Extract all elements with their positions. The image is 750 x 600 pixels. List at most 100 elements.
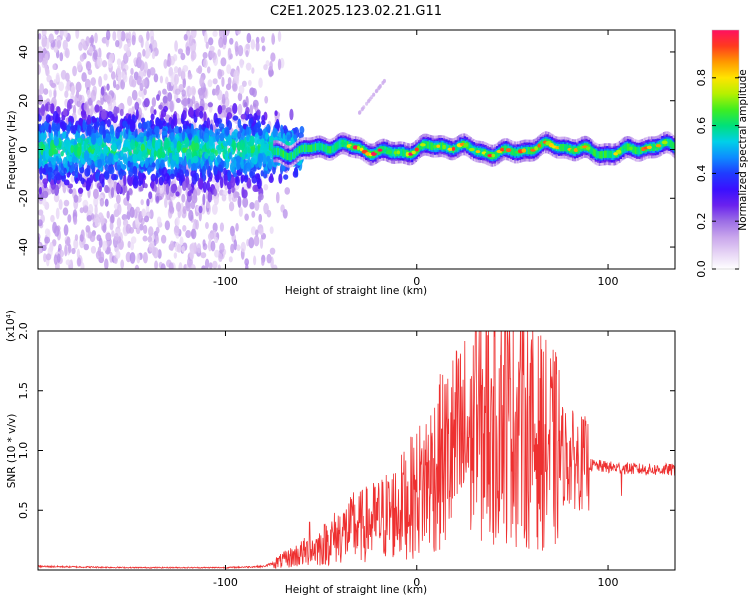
heatmap-cell <box>408 160 411 163</box>
heatmap-cell <box>229 225 236 237</box>
heatmap-cell <box>425 141 428 149</box>
heatmap-cell <box>404 159 407 162</box>
heatmap-cell <box>383 156 386 158</box>
heatmap-cell <box>422 151 425 154</box>
heatmap-cell <box>537 143 541 148</box>
heatmap-cell <box>228 201 235 212</box>
heatmap-cell <box>80 110 87 116</box>
heatmap-cell <box>169 240 175 252</box>
heatmap-cell <box>76 61 82 72</box>
heatmap-cell <box>59 52 64 62</box>
heatmap-cell <box>358 154 361 156</box>
heatmap-cell <box>606 145 609 148</box>
heatmap-cell <box>297 146 300 155</box>
heatmap-cell <box>160 159 165 168</box>
heatmap-cell <box>134 101 140 111</box>
heatmap-cell <box>150 113 155 121</box>
heatmap-cell <box>190 123 194 136</box>
heatmap-cell <box>585 153 588 156</box>
heatmap-cell <box>394 159 398 161</box>
heatmap-cell <box>255 41 260 52</box>
heatmap-cell <box>484 144 487 147</box>
heatmap-cell <box>254 122 261 133</box>
heatmap-cell <box>236 158 240 171</box>
heatmap-cell <box>258 153 264 164</box>
heatmap-cell <box>229 37 234 45</box>
heatmap-cell <box>62 108 68 118</box>
heatmap-cell <box>83 243 89 251</box>
heatmap-cell <box>442 144 447 150</box>
heatmap-cell <box>537 143 539 152</box>
heatmap-cell <box>548 149 551 152</box>
heatmap-cell <box>275 157 278 160</box>
heatmap-cell <box>277 58 282 71</box>
heatmap-cell <box>654 153 657 156</box>
heatmap-cell <box>163 140 169 150</box>
heatmap-cell <box>396 150 401 155</box>
snr-x-ticks: -100 0 100 <box>213 331 619 589</box>
heatmap-cell <box>601 146 604 149</box>
heatmap-cell <box>431 152 434 155</box>
heatmap-cell <box>590 146 593 154</box>
heatmap-cell <box>183 33 188 41</box>
heatmap-cell <box>206 66 211 74</box>
heatmap-cell <box>491 147 494 150</box>
heatmap-cell <box>260 170 264 177</box>
heatmap-cell <box>635 142 639 145</box>
heatmap-cell <box>56 40 62 49</box>
x-tick-label: 100 <box>598 576 619 589</box>
heatmap-cell <box>495 146 499 148</box>
heatmap-cell <box>253 112 258 121</box>
heatmap-cell <box>212 260 218 269</box>
heatmap-cell <box>138 172 143 182</box>
heatmap-cell <box>346 136 349 139</box>
heatmap-cell <box>227 170 232 182</box>
heatmap-cell <box>314 139 317 141</box>
heatmap-cell <box>151 97 157 108</box>
heatmap-cell <box>38 131 42 142</box>
heatmap-cell <box>209 129 213 136</box>
heatmap-cell <box>293 167 298 176</box>
heatmap-cell <box>187 190 192 197</box>
spectrogram-panel: -100 0 100 -40 -20 0 20 40 Height of straight … <box>6 29 676 297</box>
heatmap-cell <box>65 259 71 266</box>
heatmap-cell <box>102 223 107 234</box>
heatmap-cell <box>245 106 250 115</box>
heatmap-cell <box>62 130 67 139</box>
heatmap-cell <box>567 140 570 142</box>
heatmap-cell <box>93 196 99 208</box>
heatmap-cell <box>335 153 338 155</box>
colorbar-tick-label: 0.4 <box>695 165 708 183</box>
heatmap-cell <box>408 146 411 148</box>
heatmap-cell <box>526 146 529 155</box>
heatmap-cell <box>463 150 467 153</box>
heatmap-cell <box>660 141 663 149</box>
heatmap-cell <box>158 182 165 194</box>
heatmap-cell <box>115 83 120 91</box>
heatmap-cell <box>466 137 469 139</box>
heatmap-cell <box>38 89 42 96</box>
heatmap-cell <box>355 153 359 156</box>
heatmap-cell <box>113 232 119 241</box>
heatmap-cell <box>505 148 512 153</box>
heatmap-cell <box>495 160 499 163</box>
heatmap-cell <box>468 147 475 152</box>
heatmap-cell <box>456 138 460 141</box>
heatmap-cell <box>284 147 287 150</box>
heatmap-cell <box>199 128 204 139</box>
heatmap-cell <box>111 230 115 237</box>
heatmap-cell <box>205 141 210 150</box>
heatmap-cell <box>569 141 572 143</box>
heatmap-cell <box>77 124 82 134</box>
colorbar-tick-label: 0.0 <box>695 260 708 278</box>
heatmap-cell <box>160 113 164 121</box>
heatmap-cell <box>38 236 41 245</box>
snr-x-label: Height of straight line (km) <box>285 584 427 596</box>
heatmap-cell <box>202 193 206 206</box>
heatmap-cell <box>640 146 643 155</box>
heatmap-cell <box>609 150 612 159</box>
heatmap-cell <box>534 155 538 158</box>
heatmap-cell <box>143 135 147 143</box>
heatmap-cell <box>63 30 68 38</box>
heatmap-cell <box>301 144 304 153</box>
